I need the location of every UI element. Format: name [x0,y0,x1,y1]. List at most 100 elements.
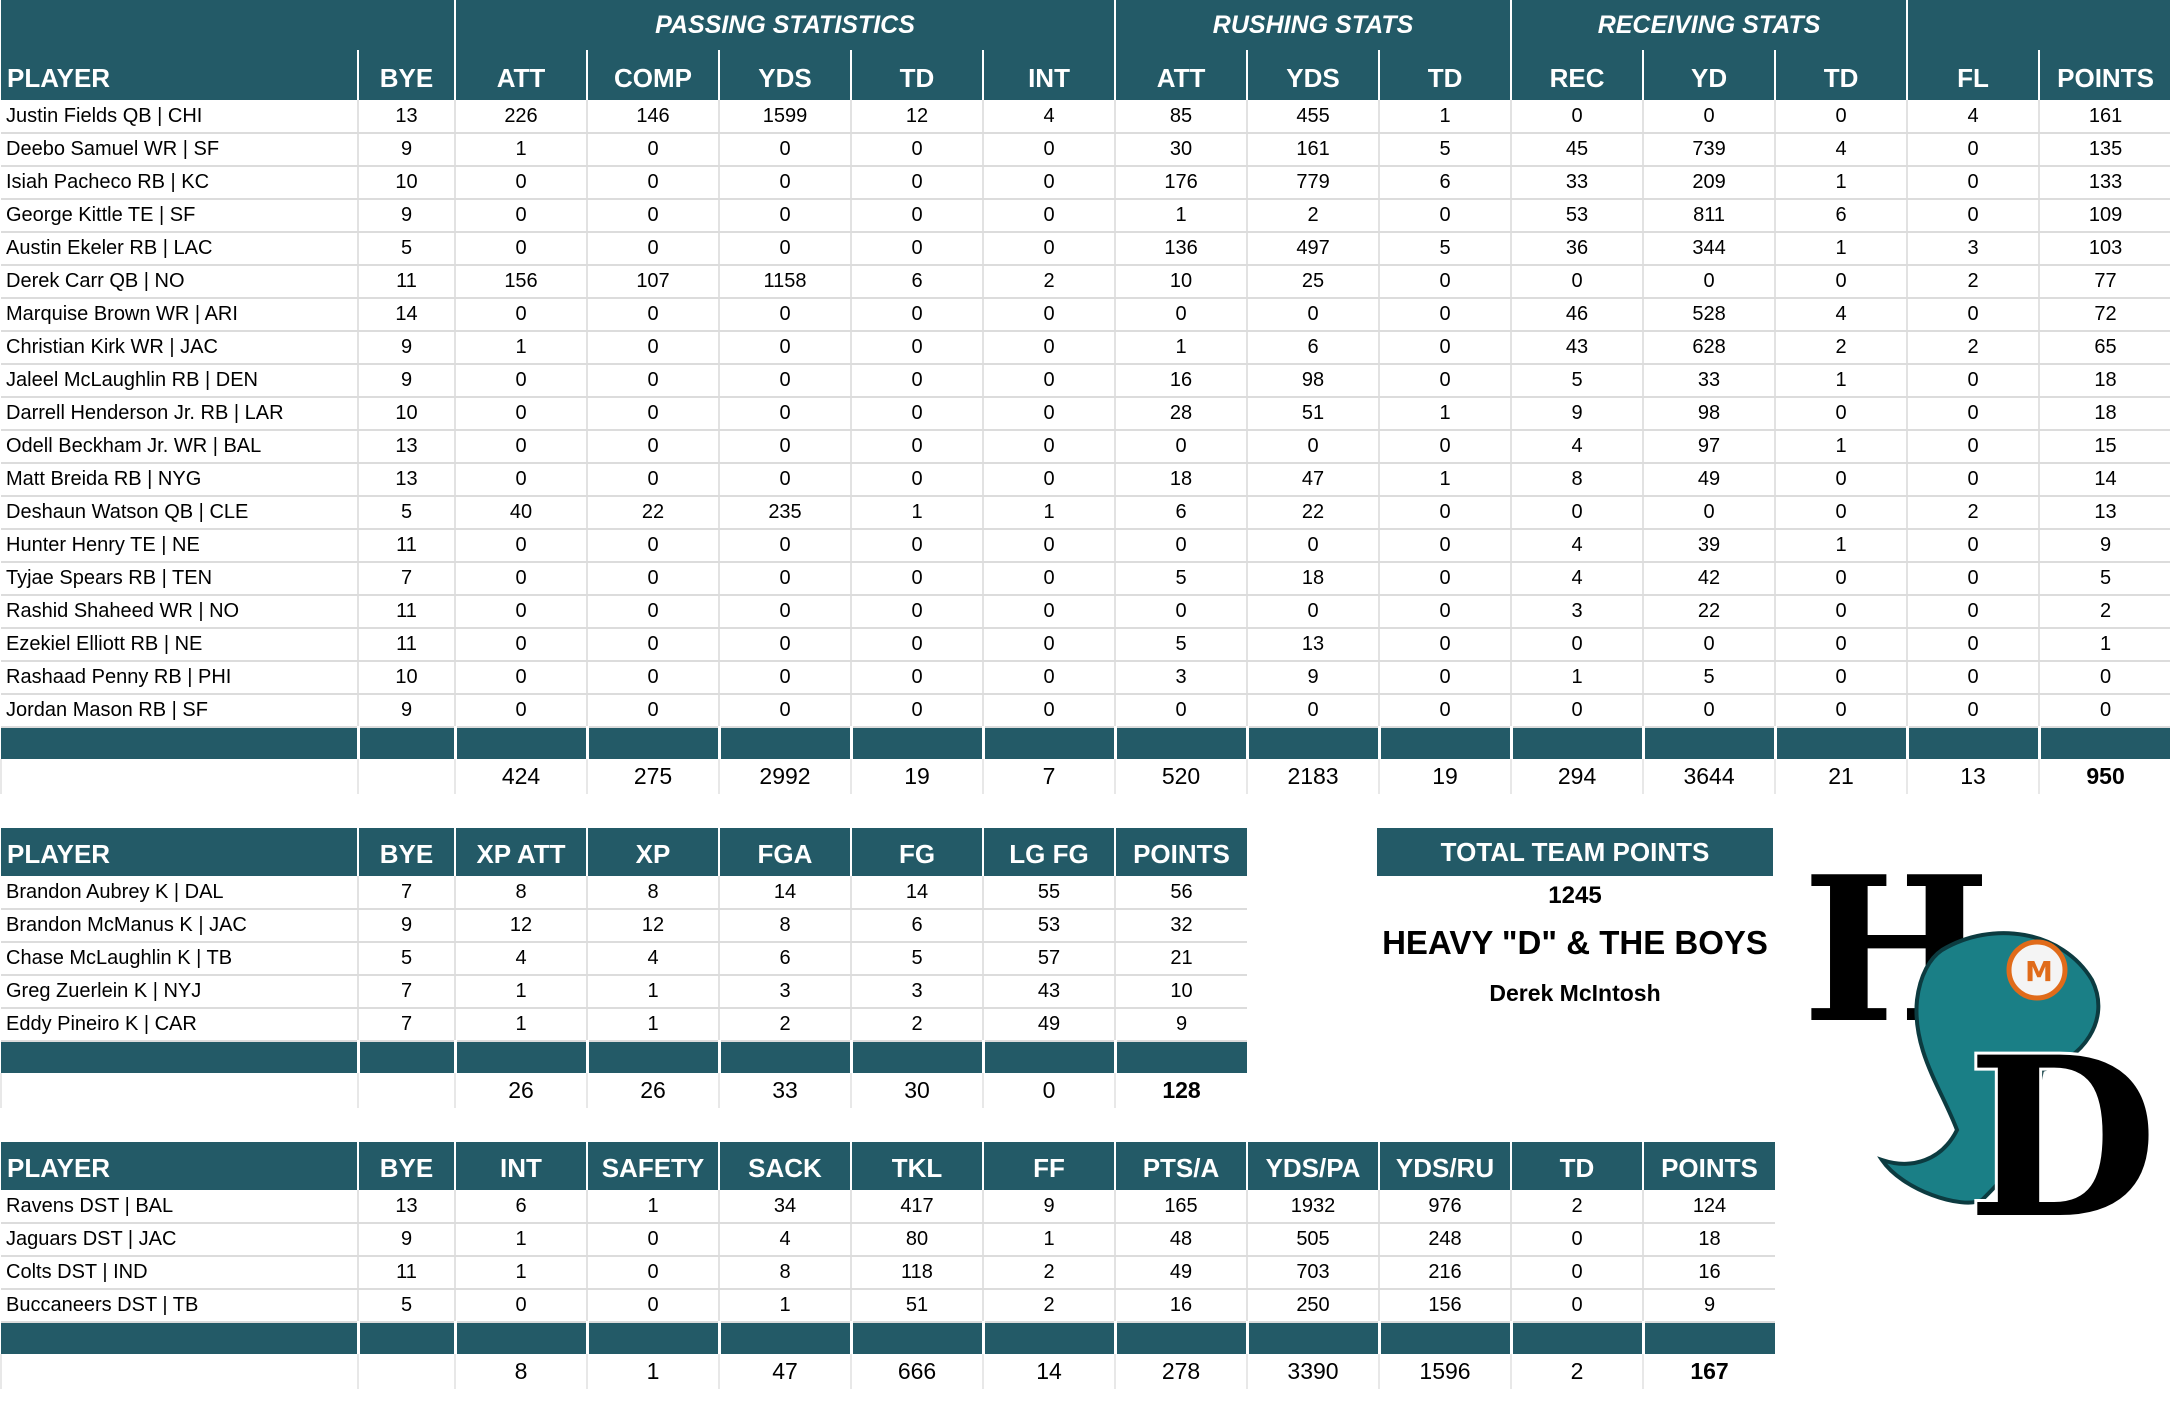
column-header[interactable]: SACK [718,1142,851,1190]
stat-cell: 9 [982,1190,1115,1224]
stat-cell: 1 [586,1190,719,1224]
column-header[interactable]: BYE [357,1142,455,1190]
column-header[interactable]: BYE [357,50,455,100]
stat-cell: 3 [850,975,983,1009]
column-header[interactable]: SAFETY [586,1142,719,1190]
column-header[interactable]: YDS/RU [1378,1142,1511,1190]
stat-cell: 0 [1510,1256,1643,1290]
stat-cell: 209 [1642,166,1776,200]
stat-cell: 124 [1642,1190,1775,1224]
stat-cell: 0 [1774,694,1908,728]
column-header[interactable]: XP ATT [454,828,587,876]
column-header[interactable]: ATT [1114,50,1248,100]
column-header[interactable]: LG FG [982,828,1115,876]
player-name: Tyjae Spears RB | TEN [1,562,358,596]
stat-cell: 49 [1114,1256,1247,1290]
stat-cell: 13 [357,430,455,464]
stat-cell: 15 [2038,430,2170,464]
stat-cell: 0 [1774,463,1908,497]
stat-cell: 10 [357,166,455,200]
stat-cell: 0 [718,661,851,695]
stat-cell: 0 [586,595,719,629]
stat-cell: 7 [357,876,455,910]
column-header[interactable]: TKL [850,1142,983,1190]
stat-cell: 1 [1378,463,1512,497]
column-header[interactable]: BYE [357,828,455,876]
stat-cell: 18 [2038,397,2170,431]
table-row: Christian Kirk WR | JAC 9 1 0 0 0 0 1 6 0 43 628 2 2 6… [1,331,2170,365]
stat-cell: 9 [1510,397,1644,431]
stat-cell: 0 [850,628,983,662]
stat-cell: 1 [1378,100,1512,134]
table-row: Tyjae Spears RB | TEN 7 0 0 0 0 0 5 18 0 4 42 0 0 5 [1,562,2170,596]
column-header[interactable]: ATT [454,50,587,100]
column-header[interactable]: TD [1774,50,1908,100]
total-cell: 0 [982,1073,1115,1108]
column-header[interactable]: XP [586,828,719,876]
column-header[interactable]: FG [850,828,983,876]
column-header[interactable]: FF [982,1142,1115,1190]
column-header[interactable]: TD [1378,50,1512,100]
column-header[interactable]: TD [850,50,983,100]
column-header[interactable]: INT [454,1142,587,1190]
stat-cell: 4 [1774,298,1908,332]
team-summary: TOTAL TEAM POINTS 1245 HEAVY "D" & THE B… [1377,828,1773,1007]
stat-cell: 0 [1378,661,1512,695]
stat-cell: 57 [982,942,1115,976]
stat-cell: 8 [586,876,719,910]
column-header[interactable]: POINTS [1114,828,1247,876]
stat-cell: 0 [586,364,719,398]
stat-cell: 5 [2038,562,2170,596]
stat-cell: 0 [454,199,587,233]
table-row: Isiah Pacheco RB | KC 10 0 0 0 0 0 176 779 6 33 209… [1,166,2170,200]
column-header[interactable]: PLAYER [1,828,358,876]
total-cell: 3390 [1246,1354,1379,1389]
stat-cell: 0 [586,232,719,266]
total-cell: 14 [982,1354,1115,1389]
group-header: PASSING STATISTICS [453,0,1116,50]
column-header[interactable]: POINTS [2038,50,2170,100]
column-header[interactable]: INT [981,50,1116,100]
stat-cell: 12 [454,909,587,943]
column-header[interactable]: PTS/A [1114,1142,1247,1190]
table-row: Brandon McManus K | JAC 9 12 12 8 6 53 32 [1,909,1247,943]
stat-cell: 0 [718,463,851,497]
stat-cell: 161 [2038,100,2170,134]
stat-cell: 0 [1906,133,2040,167]
stat-cell: 0 [850,562,983,596]
player-name: Brandon Aubrey K | DAL [1,876,358,910]
column-header[interactable]: YDS [1246,50,1380,100]
table-row: Jaleel McLaughlin RB | DEN 9 0 0 0 0 0 16 98 0 5 33… [1,364,2170,398]
stat-cell: 0 [1510,100,1644,134]
column-header[interactable]: FL [1906,50,2040,100]
column-header[interactable]: PLAYER [1,1142,358,1190]
column-header[interactable]: YDS [718,50,851,100]
stat-cell: 0 [1906,397,2040,431]
team-name: HEAVY "D" & THE BOYS [1382,924,1768,961]
stat-cell: 0 [981,463,1116,497]
column-header[interactable]: YDS/PA [1246,1142,1379,1190]
stat-cell: 0 [718,298,851,332]
column-header[interactable]: PLAYER [1,50,358,100]
column-header[interactable]: FGA [718,828,851,876]
stat-cell: 0 [1378,364,1512,398]
stat-cell: 0 [1114,595,1248,629]
stat-cell: 5 [1378,133,1512,167]
column-header[interactable]: REC [1510,50,1644,100]
stat-cell: 0 [981,397,1116,431]
table-row: Colts DST | IND 11 1 0 8 118 2 49 703 216 0 16 [1,1256,1775,1290]
stat-cell: 133 [2038,166,2170,200]
player-name: Brandon McManus K | JAC [1,909,358,943]
column-header[interactable]: TD [1510,1142,1643,1190]
column-header[interactable]: YD [1642,50,1776,100]
stat-cell: 0 [981,661,1116,695]
stat-cell: 497 [1246,232,1380,266]
column-header[interactable]: POINTS [1642,1142,1775,1190]
column-header[interactable]: COMP [586,50,719,100]
stat-cell: 0 [454,298,587,332]
stat-cell: 2 [981,265,1116,299]
stat-cell: 13 [357,1190,455,1224]
stat-cell: 42 [1642,562,1776,596]
stat-cell: 11 [357,628,455,662]
stat-cell: 0 [981,232,1116,266]
